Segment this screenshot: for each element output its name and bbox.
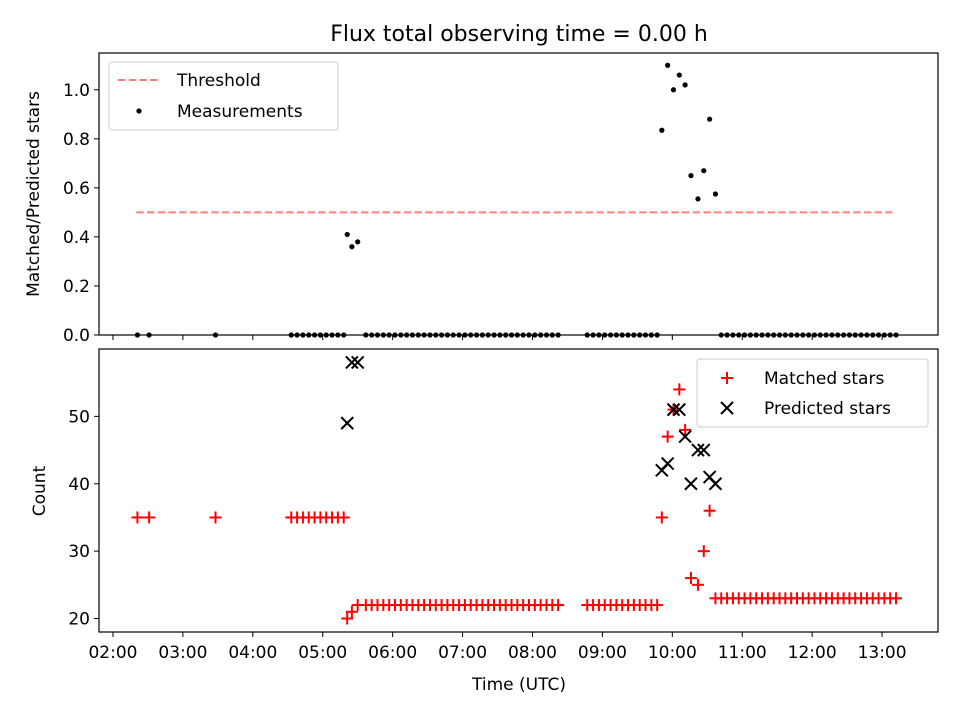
predicted-star-point: [684, 477, 698, 491]
matched-star-point: [691, 578, 704, 591]
matched-star-point: [209, 511, 222, 524]
top-legend-box: [108, 61, 339, 131]
measurement-point: [344, 231, 350, 238]
matched-star-point: [684, 572, 697, 585]
bottom-y-tick-label: 30: [68, 542, 90, 562]
matched-star-point: [890, 592, 903, 605]
matched-star-point: [673, 383, 686, 396]
legend-predicted-swatch: [720, 401, 734, 415]
x-tick-label: 10:00: [648, 643, 697, 663]
matched-star-point: [143, 511, 156, 524]
bottom-legend-box: [696, 358, 929, 428]
top-y-tick-label: 0.4: [63, 228, 90, 248]
matched-star-point: [679, 423, 692, 436]
measurement-point: [676, 72, 682, 78]
bottom-y-axis-label: Count: [30, 465, 50, 516]
x-tick-label: 12:00: [788, 643, 837, 663]
measurement-point: [701, 168, 707, 174]
top-plot-frame: [98, 52, 939, 336]
bottom-y-tick-label: 40: [68, 475, 90, 495]
measurement-point: [659, 127, 665, 133]
matched-star-point: [341, 612, 354, 625]
top-y-tick-label: 1.0: [63, 81, 90, 101]
predicted-star-point: [691, 443, 705, 457]
x-tick-label: 05:00: [298, 643, 347, 663]
bottom-marks: [131, 355, 903, 625]
predicted-star-point: [340, 416, 354, 430]
bottom-y-ticks: 20 30 40 50: [68, 407, 99, 630]
matched-star-point: [552, 599, 565, 612]
predicted-star-point: [672, 402, 687, 417]
measurement-point: [712, 191, 719, 197]
top-panel: 0.0 0.2 0.4 0.6 0.8 1.0 Matched/Predicted sta…: [24, 52, 939, 346]
legend-threshold-label: Threshold: [176, 71, 261, 91]
matched-star-point: [131, 511, 144, 524]
top-y-ticks: 0.0 0.2 0.4 0.6 0.8 1.0: [63, 81, 99, 346]
predicted-star-point: [660, 456, 675, 471]
matched-star-point: [337, 511, 350, 524]
matched-star-point: [655, 511, 668, 524]
x-tick-label: 04:00: [228, 643, 277, 663]
measurement-point: [682, 82, 688, 88]
legend-measurements-swatch: [136, 108, 142, 114]
matched-star-point: [661, 430, 674, 443]
chart-title: Flux total observing time = 0.00 h: [330, 22, 708, 47]
x-tick-label: 09:00: [578, 643, 627, 663]
legend-matched-swatch: [721, 372, 733, 384]
top-marks: [134, 62, 899, 338]
top-x-ticks: [112, 335, 883, 340]
x-tick-label: 07:00: [438, 643, 487, 663]
x-tick-label: 13:00: [858, 643, 907, 663]
measurement-point: [695, 196, 701, 202]
bottom-y-tick-label: 50: [68, 407, 90, 427]
top-y-axis-label: Matched/Predicted stars: [24, 91, 44, 297]
x-tick-label: 06:00: [368, 643, 417, 663]
bottom-panel: 02:00 03:00 04:00 05:00 06:00 07:00 08:00 09:00…: [30, 348, 939, 695]
bottom-x-ticks: 02:00 03:00 04:00 05:00 06:00 07:00 08:00 09:00…: [88, 632, 907, 663]
predicted-star-point: [345, 355, 359, 370]
measurement-point: [688, 173, 694, 179]
top-y-tick-label: 0.6: [63, 179, 90, 199]
bottom-plot-frame: [98, 348, 939, 633]
predicted-star-point: [678, 429, 692, 444]
legend-measurements-label: Measurements: [177, 102, 303, 122]
top-y-tick-label: 0.8: [63, 130, 90, 150]
x-tick-label: 08:00: [508, 643, 557, 663]
x-tick-label: 03:00: [158, 643, 207, 663]
x-tick-label: 02:00: [88, 643, 137, 663]
predicted-star-point: [666, 402, 681, 417]
top-legend: Threshold Measurements: [108, 61, 339, 131]
measurement-point: [355, 239, 361, 245]
predicted-star-point: [697, 443, 711, 457]
legend-predicted-label: Predicted stars: [764, 399, 891, 419]
bottom-legend: Matched stars Predicted stars: [696, 358, 929, 428]
predicted-star-point: [350, 355, 365, 370]
matched-star-point: [345, 605, 358, 618]
measurement-point: [665, 62, 671, 68]
bottom-y-tick-label: 20: [68, 610, 90, 630]
predicted-star-point: [708, 477, 723, 491]
legend-matched-label: Matched stars: [764, 369, 884, 389]
matched-star-point: [651, 599, 664, 612]
measurement-point: [707, 116, 713, 122]
measurement-point: [670, 87, 677, 93]
top-y-tick-label: 0.0: [63, 326, 90, 346]
x-axis-label: Time (UTC): [471, 675, 566, 695]
x-tick-label: 11:00: [718, 643, 767, 663]
top-y-tick-label: 0.2: [63, 277, 90, 297]
matched-star-point: [697, 545, 710, 558]
matched-star-point: [703, 504, 716, 517]
measurement-point: [349, 244, 355, 250]
